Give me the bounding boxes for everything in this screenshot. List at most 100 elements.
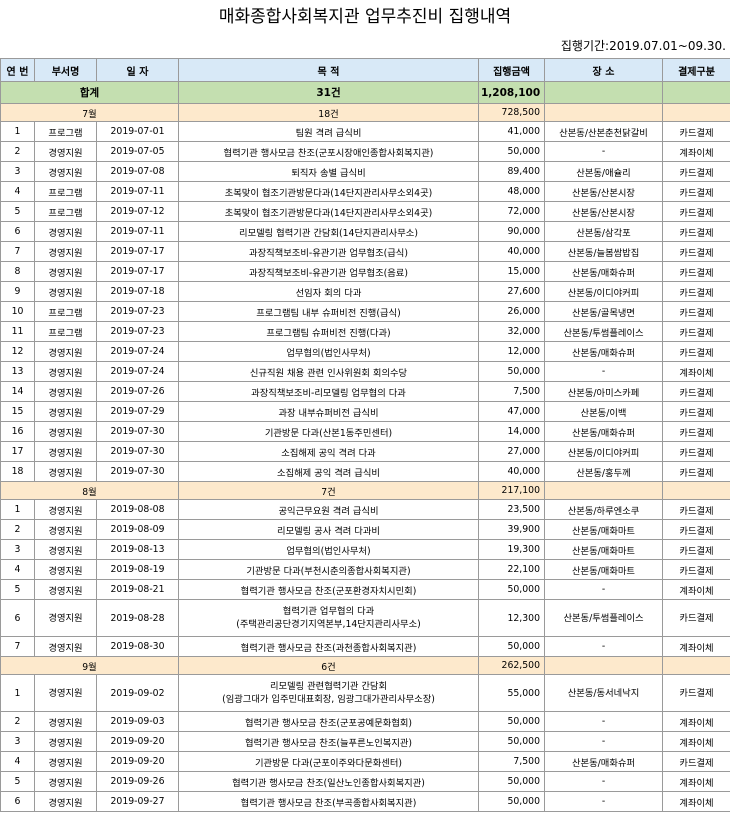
row-number: 4 <box>0 181 35 202</box>
purpose: 협력기관 행사모금 찬조(과천종합사회복지관) <box>178 636 479 657</box>
table-row: 5 프로그램 2019-07-12 초복맞이 협조기관방문다과(14단지관리사무소외4… <box>0 201 730 222</box>
department: 경영지원 <box>34 771 97 792</box>
month-count: 18건 <box>178 103 479 122</box>
payment-method: 카드결제 <box>662 599 730 637</box>
table-row: 14 경영지원 2019-07-26 과장직책보조비-리모델링 업무협의 다과 7,50… <box>0 381 730 402</box>
table-row: 16 경영지원 2019-07-30 기관방문 다과(산본1동주민센터) 14,000 산… <box>0 421 730 442</box>
amount: 72,000 <box>478 201 545 222</box>
purpose-line: 리모델링 관련협력기관 간담회 <box>269 681 388 692</box>
date: 2019-07-29 <box>96 401 179 422</box>
location: 산본동/산본시장 <box>544 201 663 222</box>
purpose: 기관방문 다과(군포이주와다문화센터) <box>178 751 479 772</box>
row-number: 5 <box>0 771 35 792</box>
location: 산본동/동서네낙지 <box>544 674 663 712</box>
execution-period: 집행기간:2019.07.01~09.30. <box>560 39 726 53</box>
location: 산본동/매화마트 <box>544 519 663 540</box>
location: - <box>544 771 663 792</box>
location: 산본동/투썸플레이스 <box>544 599 663 637</box>
row-number: 11 <box>0 321 35 342</box>
department: 경영지원 <box>34 674 97 712</box>
table-row: 9 경영지원 2019-07-18 선임자 회의 다과 27,600 산본동/이디야커피 카… <box>0 281 730 302</box>
payment-method: 계좌이체 <box>662 361 730 382</box>
date: 2019-07-23 <box>96 301 179 322</box>
purpose: 리모델링 협력기관 간담회(14단지관리사무소) <box>178 221 479 242</box>
payment-method: 카드결제 <box>662 261 730 282</box>
date: 2019-07-11 <box>96 181 179 202</box>
amount: 90,000 <box>478 221 545 242</box>
date: 2019-07-18 <box>96 281 179 302</box>
purpose-line: (임광그대가 입주민대표회장, 임광그대가관리사무소장) <box>222 694 435 705</box>
payment-method: 카드결제 <box>662 241 730 262</box>
department: 경영지원 <box>34 461 97 482</box>
purpose: 리모델링 공사 격려 다과비 <box>178 519 479 540</box>
amount: 7,500 <box>478 381 545 402</box>
header-cell: 일 자 <box>96 58 179 82</box>
payment-method: 카드결제 <box>662 674 730 712</box>
row-number: 3 <box>0 731 35 752</box>
table-row: 2 경영지원 2019-08-09 리모델링 공사 격려 다과비 39,900 산본동/매… <box>0 519 730 540</box>
location: 산본동/매화슈퍼 <box>544 341 663 362</box>
row-number: 17 <box>0 441 35 462</box>
department: 경영지원 <box>34 441 97 462</box>
amount: 26,000 <box>478 301 545 322</box>
location: - <box>544 711 663 732</box>
table-row: 13 경영지원 2019-07-24 신규직원 채용 관련 인사위원회 회의수당 50,… <box>0 361 730 382</box>
total-empty <box>544 81 663 104</box>
table-row: 8 경영지원 2019-07-17 과장직책보조비-유관기관 업무협조(음료) 15,0… <box>0 261 730 282</box>
department: 경영지원 <box>34 421 97 442</box>
payment-method: 카드결제 <box>662 381 730 402</box>
date: 2019-07-24 <box>96 341 179 362</box>
location: 산본동/산본시장 <box>544 181 663 202</box>
row-number: 1 <box>0 121 35 142</box>
purpose: 업무협의(법인사무처) <box>178 341 479 362</box>
table-row: 11 프로그램 2019-07-23 프로그램팀 슈퍼비전 진행(다과) 32,000 산… <box>0 321 730 342</box>
purpose: 선임자 회의 다과 <box>178 281 479 302</box>
purpose: 협력기관 행사모금 찬조(부곡종합사회복지관) <box>178 791 479 812</box>
department: 경영지원 <box>34 539 97 560</box>
amount: 50,000 <box>478 791 545 812</box>
payment-method: 계좌이체 <box>662 771 730 792</box>
row-number: 13 <box>0 361 35 382</box>
table-row: 7 경영지원 2019-08-30 협력기관 행사모금 찬조(과천종합사회복지관) 50… <box>0 636 730 657</box>
row-number: 4 <box>0 559 35 580</box>
purpose: 과장직책보조비-리모델링 업무협의 다과 <box>178 381 479 402</box>
row-number: 9 <box>0 281 35 302</box>
payment-method: 카드결제 <box>662 221 730 242</box>
purpose: 소집해제 공익 격려 급식비 <box>178 461 479 482</box>
payment-method: 계좌이체 <box>662 711 730 732</box>
table-row: 6 경영지원 2019-09-27 협력기관 행사모금 찬조(부곡종합사회복지관) 50… <box>0 791 730 812</box>
department: 경영지원 <box>34 141 97 162</box>
month-empty <box>544 103 663 122</box>
purpose: 리모델링 관련협력기관 간담회 (임광그대가 입주민대표회장, 임광그대가관리사무… <box>178 674 479 712</box>
month-subtotal-row: 9월 6건 262,500 <box>0 656 730 675</box>
amount: 12,000 <box>478 341 545 362</box>
amount: 27,000 <box>478 441 545 462</box>
table-row: 10 프로그램 2019-07-23 프로그램팀 내부 슈퍼비전 진행(급식) 26,0… <box>0 301 730 322</box>
date: 2019-08-08 <box>96 499 179 520</box>
table-row: 18 경영지원 2019-07-30 소집해제 공익 격려 급식비 40,000 산본동/… <box>0 461 730 482</box>
payment-method: 카드결제 <box>662 441 730 462</box>
month-empty <box>544 656 663 675</box>
payment-method: 계좌이체 <box>662 636 730 657</box>
department: 경영지원 <box>34 519 97 540</box>
date: 2019-07-11 <box>96 221 179 242</box>
location: 산본동/이백 <box>544 401 663 422</box>
table-row: 5 경영지원 2019-08-21 협력기관 행사모금 찬조(군포환경자치시민회) 50… <box>0 579 730 600</box>
location: 산본동/매화슈퍼 <box>544 751 663 772</box>
department: 경영지원 <box>34 636 97 657</box>
amount: 32,000 <box>478 321 545 342</box>
payment-method: 카드결제 <box>662 519 730 540</box>
row-number: 3 <box>0 539 35 560</box>
amount: 47,000 <box>478 401 545 422</box>
month-amount: 728,500 <box>478 103 545 122</box>
purpose: 과장직책보조비-유관기관 업무협조(음료) <box>178 261 479 282</box>
row-number: 7 <box>0 241 35 262</box>
department: 경영지원 <box>34 791 97 812</box>
row-number: 6 <box>0 221 35 242</box>
amount: 27,600 <box>478 281 545 302</box>
row-number: 15 <box>0 401 35 422</box>
location: 산본동/홍두께 <box>544 461 663 482</box>
date: 2019-08-13 <box>96 539 179 560</box>
department: 경영지원 <box>34 221 97 242</box>
date: 2019-09-02 <box>96 674 179 712</box>
